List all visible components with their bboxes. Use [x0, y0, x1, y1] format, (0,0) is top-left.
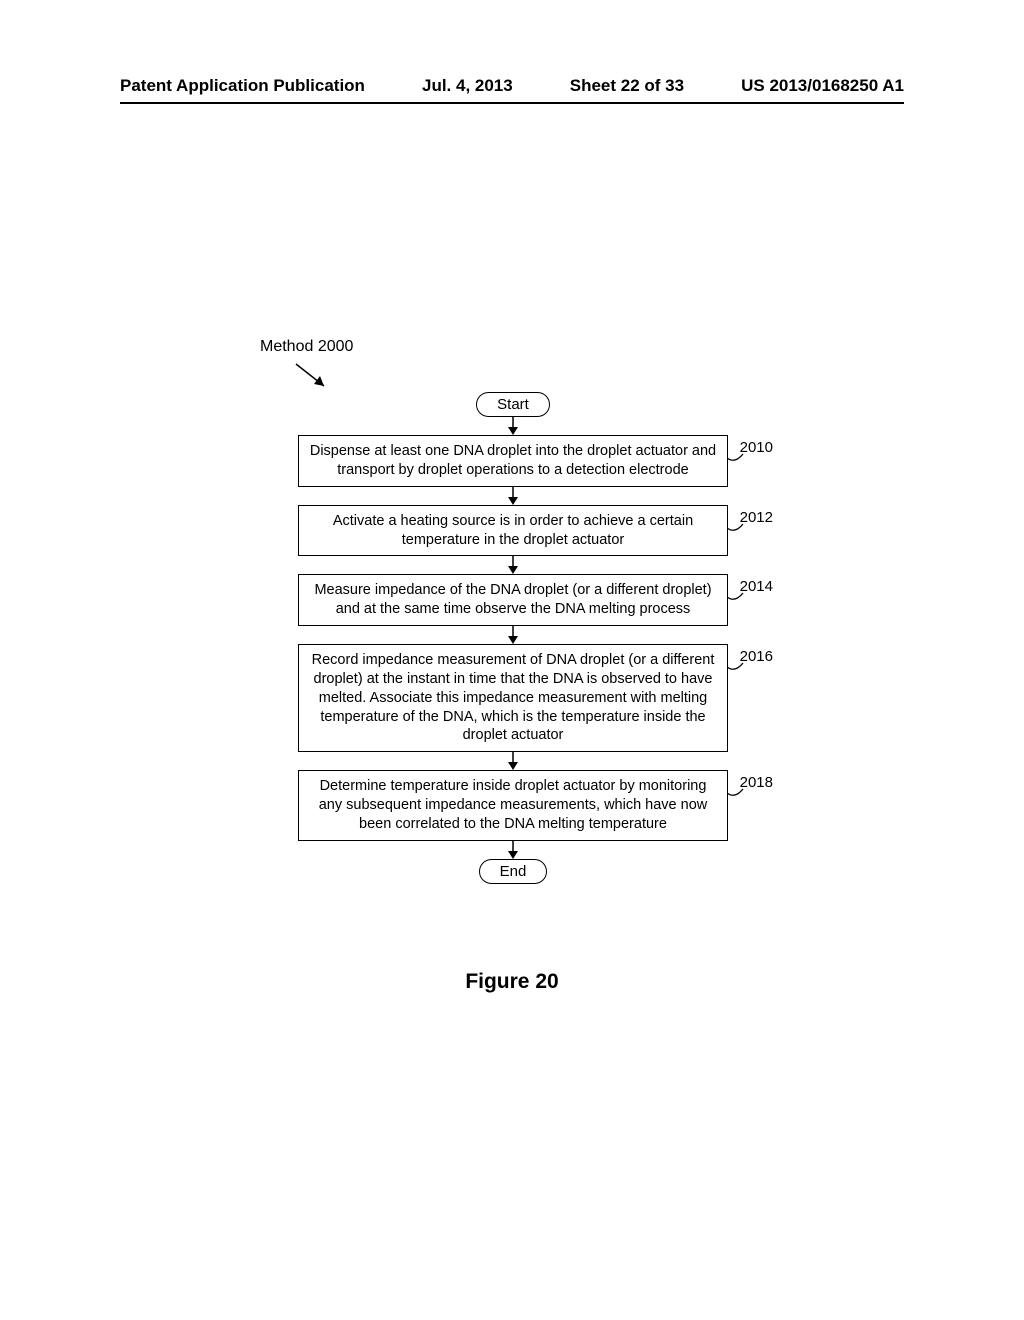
step-text: Dispense at least one DNA droplet into t…	[310, 443, 716, 478]
ref-connector-icon	[727, 659, 745, 677]
sheet-number: Sheet 22 of 33	[570, 76, 684, 96]
terminal-start: Start	[476, 392, 550, 417]
ref-connector-icon	[727, 450, 745, 468]
ref-connector-icon	[727, 589, 745, 607]
publication-type: Patent Application Publication	[120, 76, 365, 96]
process-step-2018: Determine temperature inside droplet act…	[298, 770, 728, 841]
publication-date: Jul. 4, 2013	[422, 76, 513, 96]
arrow-icon	[503, 752, 523, 770]
header-rule	[120, 102, 904, 104]
figure-label: Figure 20	[0, 970, 1024, 994]
publication-number: US 2013/0168250 A1	[741, 76, 904, 96]
process-step-2012: Activate a heating source is in order to…	[298, 505, 728, 557]
flowchart: Start Dispense at least one DNA droplet …	[278, 392, 748, 884]
arrow-icon	[503, 487, 523, 505]
ref-connector-icon	[727, 520, 745, 538]
process-step-2014: Measure impedance of the DNA droplet (or…	[298, 574, 728, 626]
header-row: Patent Application Publication Jul. 4, 2…	[120, 76, 904, 96]
step-text: Measure impedance of the DNA droplet (or…	[314, 582, 711, 617]
terminal-end: End	[479, 859, 548, 884]
step-text: Determine temperature inside droplet act…	[319, 778, 708, 832]
page: Patent Application Publication Jul. 4, 2…	[0, 0, 1024, 1320]
process-step-2016: Record impedance measurement of DNA drop…	[298, 644, 728, 752]
method-label: Method 2000	[260, 338, 353, 356]
step-text: Activate a heating source is in order to…	[333, 513, 693, 548]
ref-connector-icon	[727, 785, 745, 803]
arrow-icon	[503, 626, 523, 644]
step-text: Record impedance measurement of DNA drop…	[312, 652, 715, 743]
arrow-icon	[503, 841, 523, 859]
process-step-2010: Dispense at least one DNA droplet into t…	[298, 435, 728, 487]
page-header: Patent Application Publication Jul. 4, 2…	[0, 76, 1024, 104]
arrow-icon	[503, 417, 523, 435]
arrow-icon	[503, 556, 523, 574]
